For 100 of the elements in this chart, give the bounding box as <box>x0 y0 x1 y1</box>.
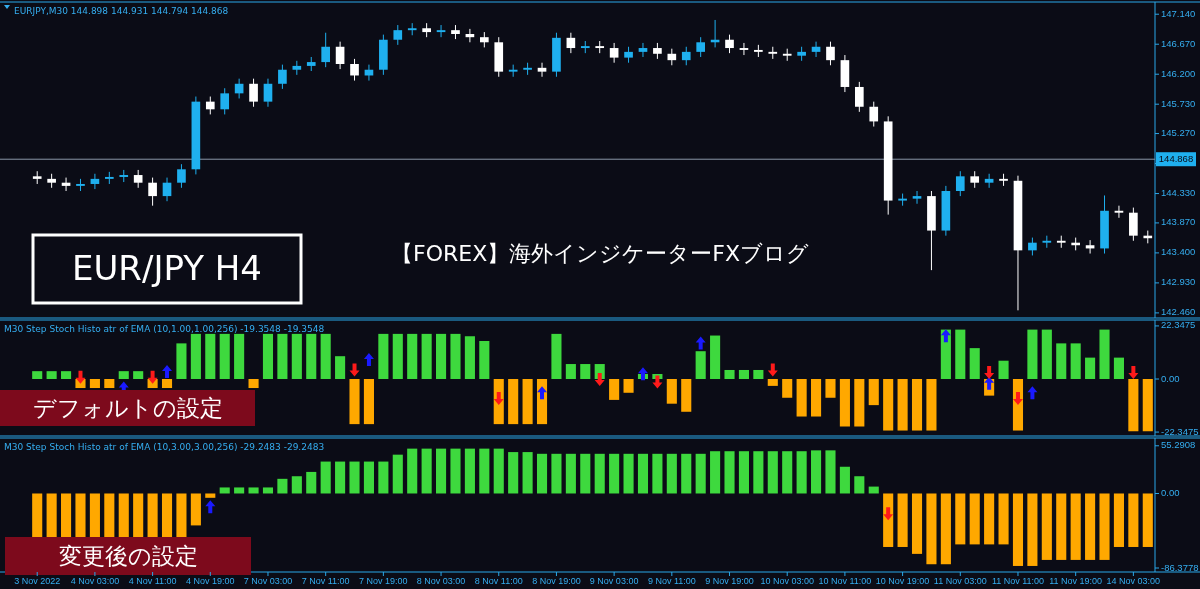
x-tick-label: 3 Nov 2022 <box>14 576 61 587</box>
point <box>1027 386 1038 400</box>
bar <box>609 379 620 400</box>
point <box>652 375 663 389</box>
x-tick-label: 9 Nov 03:00 <box>589 576 639 587</box>
bar <box>565 453 576 494</box>
bar <box>407 448 418 494</box>
bar <box>161 493 173 538</box>
bar <box>234 487 245 494</box>
candlestick <box>537 62 547 78</box>
candlestick <box>739 42 749 56</box>
bar <box>565 364 576 379</box>
annotation: 変更後の設定 <box>58 542 198 569</box>
candlestick <box>725 34 734 54</box>
bar <box>911 379 923 431</box>
x-tick-label: 8 Nov 11:00 <box>474 576 523 587</box>
bar <box>161 379 173 389</box>
bar <box>955 329 966 379</box>
bar <box>219 487 230 494</box>
bar <box>248 379 259 389</box>
y-tick-label: 146.200 <box>1161 67 1196 79</box>
bar <box>234 333 245 379</box>
y-tick-label: 144.330 <box>1161 187 1196 199</box>
candlestick <box>321 32 330 68</box>
bar <box>854 379 865 427</box>
bar <box>926 493 937 565</box>
point <box>363 353 374 366</box>
bar <box>1142 379 1153 432</box>
bar <box>248 487 259 494</box>
x-tick-label: 7 Nov 11:00 <box>301 576 350 587</box>
bar <box>147 493 158 538</box>
bar <box>825 450 836 494</box>
bar <box>551 333 562 379</box>
bar <box>955 493 966 545</box>
y-tick-label: 143.870 <box>1161 216 1196 228</box>
bar <box>911 493 923 554</box>
bar <box>609 453 620 494</box>
bar <box>46 493 57 538</box>
bar <box>133 371 144 379</box>
point <box>984 365 995 379</box>
annotation: デフォルトの設定 <box>32 394 223 421</box>
candlestick <box>335 41 345 70</box>
bar <box>1128 379 1139 432</box>
annotation: EUR/JPY H4 <box>71 247 263 288</box>
point <box>1012 392 1023 405</box>
bar <box>320 461 331 494</box>
y-tick-label: 145.270 <box>1161 127 1196 139</box>
bar <box>436 448 447 494</box>
bar <box>450 448 461 494</box>
bar <box>176 343 187 379</box>
bar <box>796 451 807 494</box>
point <box>75 370 86 384</box>
bar <box>306 333 317 379</box>
bar <box>205 333 216 379</box>
bar <box>363 461 374 494</box>
x-tick-label: 4 Nov 19:00 <box>186 576 235 587</box>
bar <box>219 333 230 379</box>
bar <box>536 453 548 494</box>
candlestick <box>609 42 619 64</box>
x-tick-label: 10 Nov 03:00 <box>760 576 814 587</box>
bar <box>998 360 1009 379</box>
bar <box>623 379 634 393</box>
point <box>349 363 360 377</box>
candlestick <box>162 177 172 202</box>
bar <box>839 466 850 494</box>
bar <box>277 478 288 494</box>
y-tick-label: 145.730 <box>1161 97 1196 109</box>
candlestick <box>855 81 864 113</box>
candlestick <box>350 58 359 82</box>
chart-title: M30 Step Stoch Histo atr of EMA (10,3.00,3.00,256) -29.2483 -29.2483 <box>4 442 325 453</box>
bar <box>89 379 100 389</box>
bar <box>277 333 288 379</box>
bar <box>392 454 403 494</box>
bar <box>839 379 850 427</box>
bar <box>61 371 72 379</box>
bar <box>89 493 100 538</box>
bar <box>652 453 663 494</box>
point <box>695 336 706 350</box>
x-tick-label: 8 Nov 19:00 <box>532 576 581 587</box>
bar <box>118 493 129 538</box>
bar <box>897 379 908 431</box>
bar <box>291 476 302 494</box>
bar <box>1085 357 1096 379</box>
point <box>162 364 173 378</box>
y-tick-label: 147.140 <box>1161 7 1196 19</box>
bar <box>306 471 317 494</box>
bar <box>349 379 360 425</box>
bar <box>1099 329 1110 379</box>
bar <box>868 379 879 406</box>
bar <box>450 333 461 379</box>
bar <box>262 333 274 379</box>
y-tick-label: 0.00 <box>1161 487 1180 499</box>
bar <box>666 453 677 494</box>
bar <box>363 379 374 425</box>
candlestick <box>1114 205 1124 219</box>
point <box>637 367 648 381</box>
bar <box>1128 493 1139 547</box>
bar <box>594 453 605 494</box>
candlestick <box>566 32 576 54</box>
chart-title: EURJPY,M30 144.898 144.931 144.794 144.868 <box>14 6 229 17</box>
